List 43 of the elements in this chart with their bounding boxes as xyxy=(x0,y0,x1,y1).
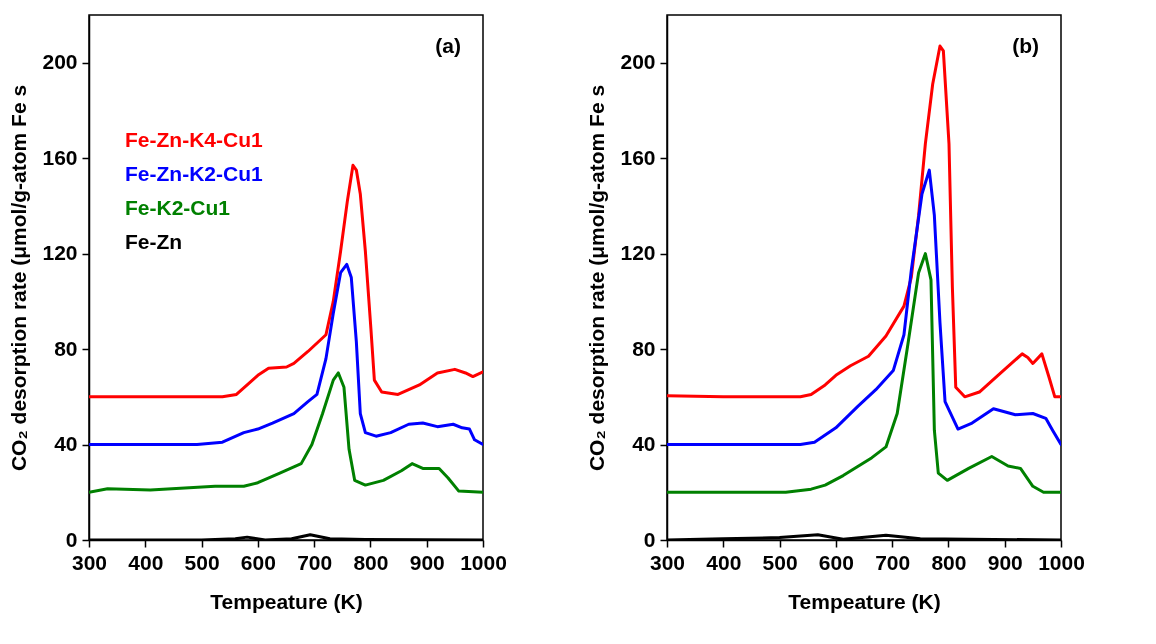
y-tick-label: 120 xyxy=(620,241,656,265)
x-tick-label: 900 xyxy=(409,550,445,574)
x-tick-label: 600 xyxy=(818,550,854,574)
annotation: (a) xyxy=(435,34,461,57)
x-tick-label: 400 xyxy=(128,550,164,574)
x-tick-label: 700 xyxy=(875,550,911,574)
y-tick-label: 40 xyxy=(54,432,78,456)
line-series xyxy=(89,262,483,447)
line-series xyxy=(89,371,483,494)
text: Fe-Zn xyxy=(125,230,183,253)
x-tick-label: 700 xyxy=(297,550,333,574)
x-tick-label: 900 xyxy=(987,550,1023,574)
y-axis-title: CO₂ desorption rate (μmol/g-atom Fe s xyxy=(585,84,609,472)
x-tick-label: 300 xyxy=(649,550,686,574)
y-tick-label: 80 xyxy=(632,336,656,360)
x-tick-label: 600 xyxy=(240,550,276,574)
annotation: (b) xyxy=(1012,34,1039,57)
x-tick-label: 800 xyxy=(353,550,389,574)
x-axis-title: Tempeature (K) xyxy=(210,589,363,613)
line-series xyxy=(667,252,1061,494)
y-tick-label: 160 xyxy=(620,145,656,169)
y-tick-label: 200 xyxy=(42,50,78,74)
x-tick-label: 1000 xyxy=(460,550,507,574)
line-series xyxy=(667,168,1061,447)
y-tick-label: 0 xyxy=(65,527,78,551)
line-series xyxy=(89,163,483,399)
x-tick-label: 500 xyxy=(184,550,220,574)
y-tick-label: 80 xyxy=(54,336,78,360)
y-tick-label: 40 xyxy=(632,432,656,456)
x-tick-label: 1000 xyxy=(1038,550,1085,574)
x-tick-label: 800 xyxy=(931,550,967,574)
x-tick-label: 500 xyxy=(762,550,798,574)
x-tick-label: 300 xyxy=(71,550,108,574)
text: Fe-K2-Cu1 xyxy=(125,196,231,219)
text: Fe-Zn-K2-Cu1 xyxy=(125,162,263,185)
y-tick-label: 120 xyxy=(42,241,78,265)
y-tick-label: 200 xyxy=(620,50,656,74)
x-tick-label: 400 xyxy=(706,550,742,574)
y-axis-title: CO₂ desorption rate (μmol/g-atom Fe s xyxy=(7,84,31,472)
y-tick-label: 0 xyxy=(643,527,656,551)
text: Fe-Zn-K4-Cu1 xyxy=(125,128,263,151)
y-tick-label: 160 xyxy=(42,145,78,169)
x-axis-title: Tempeature (K) xyxy=(788,589,941,613)
